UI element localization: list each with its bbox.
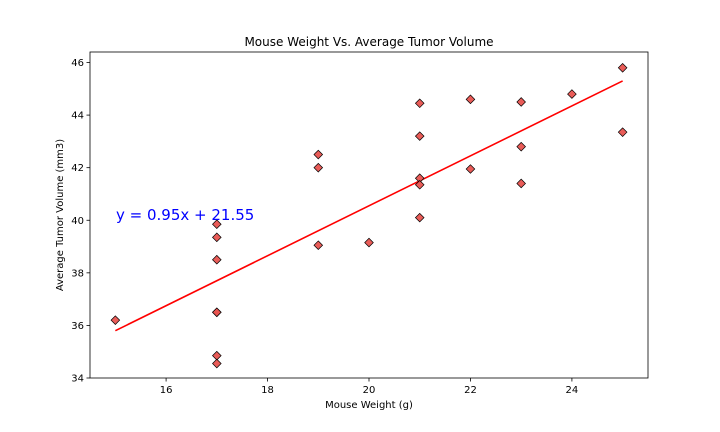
regression-equation-label: y = 0.95x + 21.55 bbox=[116, 206, 254, 224]
x-axis-label: Mouse Weight (g) bbox=[325, 400, 413, 411]
y-tick-label: 38 bbox=[71, 268, 84, 279]
data-point bbox=[617, 62, 628, 73]
y-tick-label: 40 bbox=[71, 216, 84, 227]
y-tick-label: 36 bbox=[71, 321, 84, 332]
data-point bbox=[465, 94, 476, 105]
data-point bbox=[414, 179, 425, 190]
data-point bbox=[313, 162, 324, 173]
data-point bbox=[414, 98, 425, 109]
x-tick-label: 24 bbox=[566, 385, 579, 396]
y-axis-label: Average Tumor Volume (mm3) bbox=[55, 139, 66, 291]
data-point bbox=[212, 358, 222, 369]
y-tick-label: 34 bbox=[71, 374, 84, 385]
regression-line bbox=[115, 80, 623, 332]
x-tick-label: 16 bbox=[160, 385, 173, 396]
data-point bbox=[414, 131, 425, 141]
data-point bbox=[516, 178, 526, 189]
data-point bbox=[212, 254, 222, 265]
data-point bbox=[516, 97, 526, 107]
data-point bbox=[567, 89, 577, 99]
x-tick-label: 18 bbox=[261, 385, 274, 396]
data-point bbox=[516, 141, 526, 152]
data-point bbox=[212, 219, 222, 229]
data-point bbox=[212, 350, 222, 361]
y-tick-label: 44 bbox=[71, 111, 84, 122]
x-tick-label: 22 bbox=[464, 385, 477, 396]
data-point bbox=[313, 240, 324, 251]
data-point bbox=[110, 315, 121, 325]
data-point bbox=[313, 149, 324, 160]
data-point bbox=[212, 232, 222, 243]
y-tick-label: 42 bbox=[71, 163, 84, 174]
data-point bbox=[212, 307, 222, 318]
y-tick-label: 46 bbox=[71, 58, 84, 69]
data-point bbox=[364, 237, 374, 248]
data-point bbox=[465, 164, 476, 174]
data-point bbox=[414, 212, 425, 223]
data-point bbox=[617, 127, 628, 137]
chart-title: Mouse Weight Vs. Average Tumor Volume bbox=[244, 35, 493, 49]
x-tick-label: 20 bbox=[363, 385, 376, 396]
